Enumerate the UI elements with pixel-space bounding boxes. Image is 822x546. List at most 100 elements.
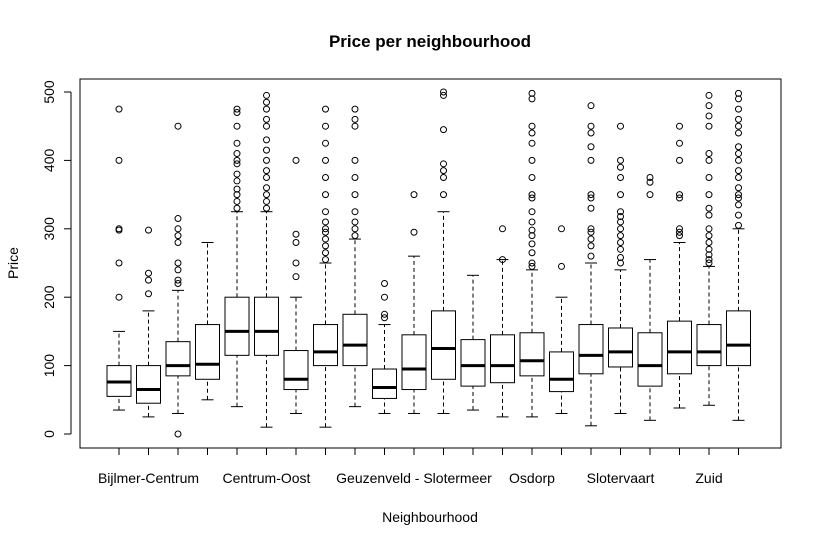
- y-tick-label: 500: [41, 80, 57, 104]
- box-2: [136, 226, 161, 418]
- outlier-point: [233, 150, 241, 158]
- iqr-box: [460, 339, 486, 387]
- outlier-point: [351, 115, 359, 123]
- outlier-point: [587, 225, 595, 233]
- outlier-point: [735, 167, 742, 175]
- outlier-point: [322, 235, 329, 243]
- box-16: [549, 225, 574, 414]
- box-6: [254, 91, 279, 428]
- box-9: [342, 105, 368, 408]
- outlier-point: [587, 242, 595, 250]
- y-tick-label: 400: [41, 149, 57, 173]
- outlier-point: [528, 89, 536, 97]
- outlier-point: [735, 221, 742, 229]
- iqr-box: [726, 310, 751, 367]
- outlier-point: [617, 245, 624, 253]
- x-tick-label: Geuzenveld - Slotermeer: [336, 470, 492, 486]
- outlier-point: [410, 191, 418, 199]
- outlier-point: [322, 139, 329, 147]
- outlier-point: [115, 105, 123, 113]
- outlier-point: [676, 191, 683, 199]
- iqr-box: [667, 320, 692, 375]
- outlier-point: [705, 150, 713, 158]
- iqr-box: [401, 334, 427, 391]
- box-1: [106, 105, 132, 411]
- outlier-point: [735, 174, 742, 181]
- iqr-box: [519, 332, 545, 377]
- outlier-point: [292, 238, 300, 246]
- iqr-box: [372, 368, 397, 399]
- outlier-point: [617, 259, 624, 267]
- y-axis-label: Price: [5, 247, 21, 279]
- outlier-point: [646, 178, 654, 186]
- x-tick-label: Bijlmer-Centrum: [98, 470, 199, 486]
- outlier-point: [322, 156, 329, 164]
- outlier-point: [351, 232, 359, 240]
- iqr-box: [431, 310, 456, 380]
- outlier-point: [174, 259, 182, 267]
- box-14: [490, 225, 515, 418]
- outlier-point: [676, 156, 683, 164]
- outlier-point: [263, 122, 270, 130]
- outlier-point: [587, 204, 595, 212]
- outlier-point: [499, 225, 506, 233]
- outlier-point: [145, 290, 152, 298]
- y-tick-label: 100: [41, 354, 57, 378]
- outlier-point: [617, 156, 624, 164]
- outlier-point: [263, 184, 270, 192]
- outlier-point: [174, 280, 182, 288]
- outlier-point: [705, 232, 713, 240]
- outlier-point: [528, 226, 536, 234]
- outlier-point: [735, 129, 742, 137]
- outlier-point: [174, 232, 182, 240]
- iqr-box: [313, 324, 338, 367]
- outlier-point: [587, 191, 595, 199]
- outlier-point: [410, 228, 418, 236]
- outlier-point: [263, 98, 270, 106]
- box-13: [460, 274, 486, 411]
- outlier-point: [528, 95, 536, 103]
- outlier-point: [705, 102, 713, 110]
- outlier-point: [381, 314, 388, 322]
- outlier-point: [735, 143, 742, 151]
- outlier-point: [381, 310, 388, 318]
- iqr-box: [342, 313, 368, 367]
- outlier-point: [705, 225, 713, 233]
- outlier-point: [263, 136, 270, 144]
- y-tick-label: 300: [41, 217, 57, 241]
- iqr-box: [696, 324, 722, 367]
- outlier-point: [351, 208, 359, 216]
- outlier-point: [263, 197, 270, 205]
- outlier-point: [381, 293, 388, 301]
- outlier-point: [705, 156, 713, 164]
- outlier-point: [351, 191, 359, 199]
- outlier-point: [735, 115, 742, 123]
- iqr-box: [608, 327, 633, 368]
- outlier-point: [263, 167, 270, 175]
- outlier-point: [233, 170, 241, 178]
- outlier-point: [381, 280, 388, 288]
- x-axis-label: Neighbourhood: [382, 509, 478, 525]
- chart-title: Price per neighbourhood: [329, 32, 531, 51]
- box-5: [224, 105, 250, 408]
- outlier-point: [735, 156, 742, 164]
- outlier-point: [322, 228, 329, 236]
- box-20: [667, 122, 692, 409]
- outlier-point: [440, 174, 447, 181]
- outlier-point: [233, 139, 241, 147]
- outlier-point: [322, 242, 329, 250]
- outlier-point: [528, 232, 536, 240]
- outlier-point: [735, 122, 742, 130]
- outlier-point: [528, 129, 536, 137]
- outlier-point: [440, 167, 447, 175]
- outlier-point: [528, 174, 536, 181]
- outlier-point: [676, 228, 683, 236]
- outlier-point: [587, 194, 595, 202]
- outlier-point: [705, 204, 713, 212]
- outlier-point: [735, 194, 742, 202]
- outlier-point: [705, 259, 713, 267]
- outlier-point: [735, 95, 742, 103]
- outlier-point: [263, 105, 270, 113]
- outlier-point: [440, 160, 447, 168]
